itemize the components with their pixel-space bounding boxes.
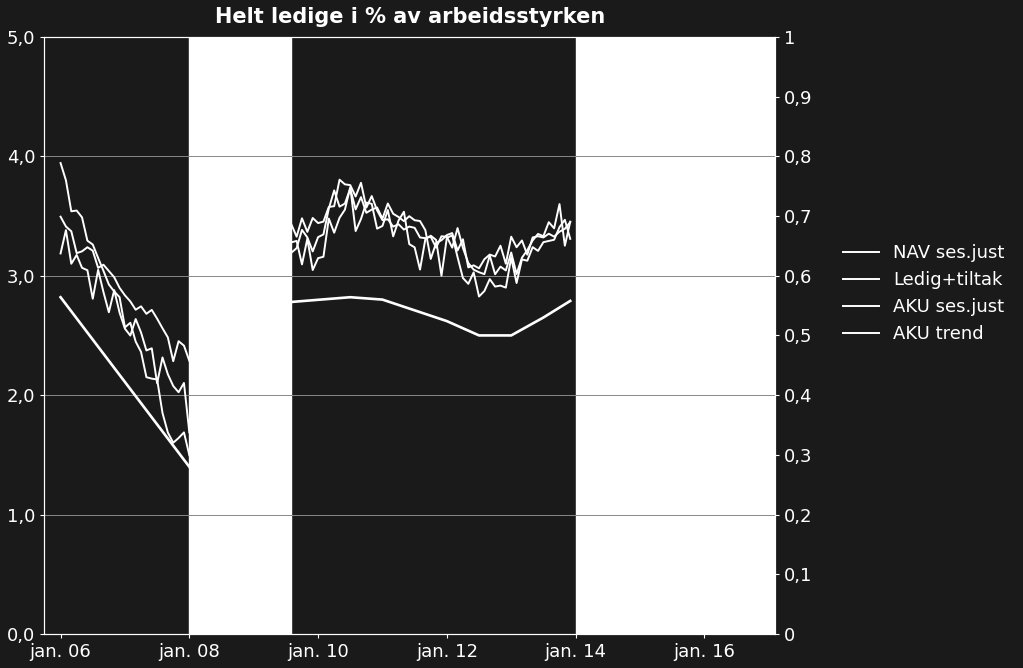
Bar [576,37,775,634]
Title: Helt ledige i % av arbeidsstyrken: Helt ledige i % av arbeidsstyrken [215,7,605,27]
Bar [189,37,291,634]
Legend: NAV ses.just, Ledig+tiltak, AKU ses.just, AKU trend: NAV ses.just, Ledig+tiltak, AKU ses.just… [836,237,1012,351]
